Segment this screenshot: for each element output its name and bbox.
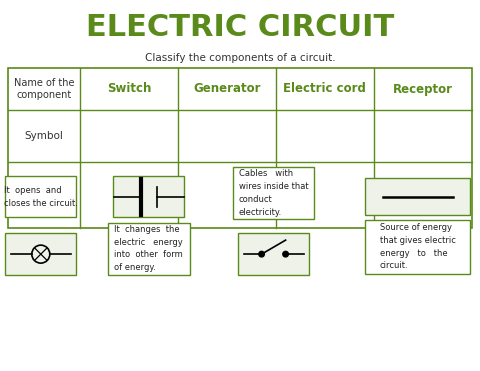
Bar	[365, 220, 470, 274]
Bar	[5, 233, 76, 275]
Text: Electric cord: Electric cord	[283, 82, 366, 95]
Text: Source of energy
that gives electric
energy   to   the
circuit.: Source of energy that gives electric ene…	[380, 223, 456, 270]
Bar	[365, 178, 470, 215]
Bar	[108, 223, 190, 275]
Bar	[8, 68, 472, 228]
Bar	[238, 233, 309, 275]
Bar	[5, 176, 76, 217]
Text: Cables   with
wires inside that
conduct
electricity.: Cables with wires inside that conduct el…	[239, 169, 309, 217]
Text: It  changes  the
electric   energy
into  other  form
of energy.: It changes the electric energy into othe…	[114, 225, 183, 272]
Text: Name of the
component: Name of the component	[14, 78, 74, 100]
Text: Generator: Generator	[193, 82, 261, 95]
Bar	[113, 176, 184, 217]
Text: ELECTRIC CIRCUIT: ELECTRIC CIRCUIT	[86, 13, 394, 43]
Text: Symbol: Symbol	[24, 131, 63, 141]
Text: Classify the components of a circuit.: Classify the components of a circuit.	[144, 53, 336, 63]
Text: Definition: Definition	[19, 190, 70, 200]
Text: Switch: Switch	[107, 82, 151, 95]
Text: Receptor: Receptor	[393, 82, 453, 95]
Circle shape	[282, 251, 289, 257]
Bar	[233, 167, 314, 219]
Text: It  opens  and
closes the circuit.: It opens and closes the circuit.	[4, 186, 78, 207]
Circle shape	[258, 251, 265, 257]
